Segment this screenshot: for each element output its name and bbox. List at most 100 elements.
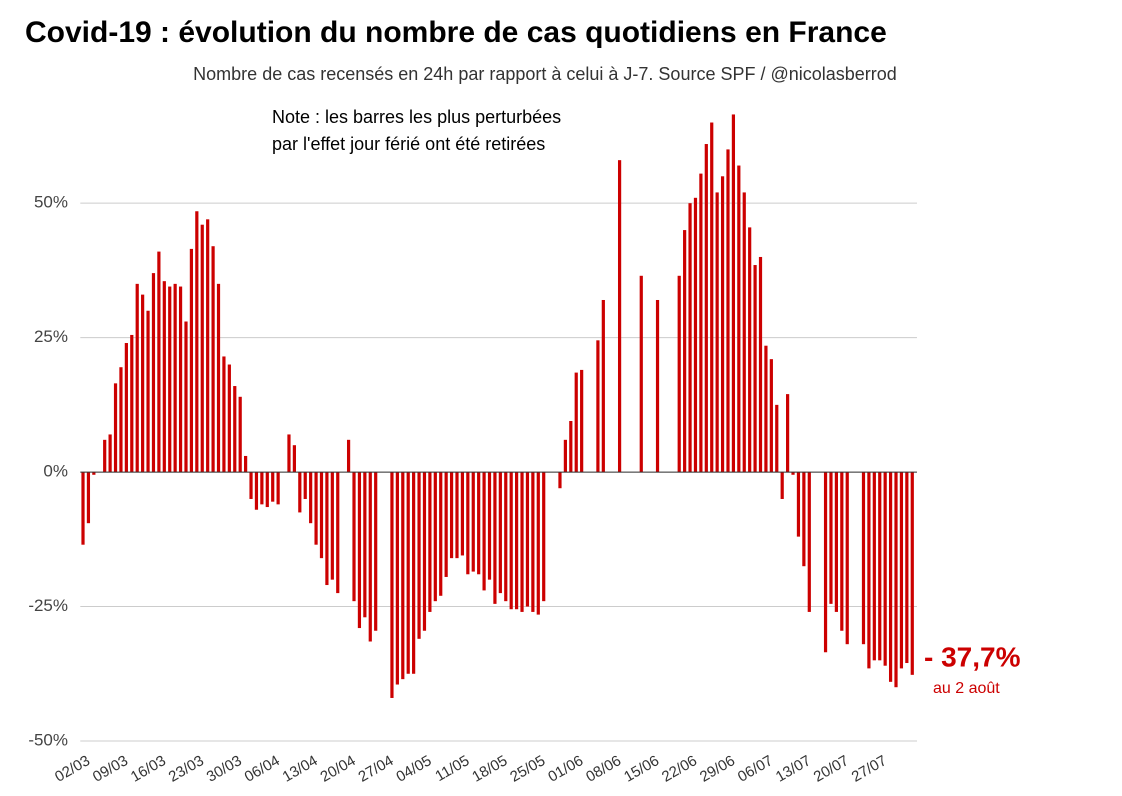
bar	[899, 472, 904, 669]
bar	[292, 445, 296, 473]
bar	[536, 472, 540, 615]
bar	[303, 472, 307, 499]
bar	[189, 248, 194, 473]
bar	[872, 472, 876, 661]
bar	[135, 283, 139, 473]
bar	[108, 434, 112, 473]
bar	[639, 275, 643, 473]
bar	[86, 472, 91, 524]
bar	[390, 472, 394, 698]
bar	[737, 165, 741, 473]
x-tick-label: 29/06	[697, 752, 738, 785]
annotation-sub: au 2 août	[933, 680, 1000, 697]
x-tick-label: 15/06	[621, 752, 662, 785]
x-tick-label: 27/04	[355, 752, 396, 785]
note: Note : les barres les plus perturbées	[272, 107, 561, 127]
x-tick-label: 01/06	[545, 752, 586, 785]
bar	[683, 230, 687, 473]
bar	[617, 160, 622, 473]
x-tick-label: 16/03	[128, 752, 169, 785]
bar	[352, 472, 356, 602]
x-tick-label: 23/03	[166, 752, 207, 785]
bar	[840, 472, 844, 631]
bar	[157, 251, 161, 473]
bar	[786, 394, 790, 473]
bar	[200, 224, 204, 473]
bar	[401, 472, 405, 680]
bar	[883, 472, 887, 666]
bar	[807, 472, 811, 612]
bar	[254, 472, 259, 510]
bar	[460, 472, 465, 556]
bar	[309, 472, 313, 524]
bar	[845, 472, 849, 645]
x-tick-label: 04/05	[393, 752, 434, 785]
x-tick-label: 27/07	[849, 752, 890, 785]
bar	[227, 364, 231, 473]
bar	[119, 367, 123, 473]
bar	[720, 176, 725, 473]
x-tick-label: 06/07	[735, 752, 776, 785]
bar	[498, 472, 502, 594]
bar	[162, 281, 166, 473]
bar	[688, 203, 692, 473]
y-tick-label: -25%	[28, 596, 68, 615]
bar	[449, 472, 454, 559]
bar	[412, 472, 416, 674]
bar	[515, 472, 519, 610]
bar	[693, 197, 698, 473]
bar	[471, 472, 475, 572]
bar	[596, 340, 600, 473]
x-tick-label: 13/04	[280, 752, 321, 785]
bar	[417, 472, 421, 639]
bar	[466, 472, 470, 575]
bar	[178, 286, 183, 473]
bar	[829, 472, 833, 604]
bar	[482, 472, 486, 591]
x-tick-label: 09/03	[90, 752, 131, 785]
bar	[146, 310, 150, 473]
bar	[151, 273, 156, 473]
bar	[834, 472, 838, 612]
bar	[233, 386, 237, 473]
bar	[823, 472, 828, 653]
bar	[525, 472, 530, 607]
bar	[753, 265, 757, 473]
x-tick-label: 25/05	[507, 752, 548, 785]
x-tick-label: 11/05	[432, 752, 472, 785]
bar	[81, 472, 85, 545]
bar	[298, 472, 302, 513]
x-tick-label: 13/07	[773, 752, 814, 785]
bar	[222, 356, 226, 473]
x-tick-label: 18/05	[469, 752, 510, 785]
y-tick-label: 0%	[43, 462, 68, 481]
bar	[504, 472, 508, 602]
bar	[249, 472, 253, 499]
x-tick-label: 06/04	[242, 752, 283, 785]
bar	[124, 343, 128, 473]
bar	[173, 283, 177, 473]
bar	[710, 122, 714, 473]
bar	[271, 472, 275, 502]
y-tick-label: 25%	[34, 327, 68, 346]
bar	[802, 472, 806, 567]
bar	[346, 439, 351, 473]
bar	[265, 472, 269, 508]
bar	[244, 455, 248, 473]
bar	[758, 256, 763, 473]
bar	[319, 472, 324, 559]
bar	[796, 472, 801, 537]
x-tick-label: 02/03	[52, 752, 93, 785]
note: par l'effet jour férié ont été retirées	[272, 134, 545, 154]
bar	[260, 472, 264, 505]
bar	[130, 334, 134, 473]
bar	[677, 275, 681, 473]
bar	[422, 472, 427, 631]
bar	[428, 472, 432, 612]
bar	[406, 472, 410, 674]
bar	[742, 192, 746, 473]
annotation: - 37,7%	[924, 641, 1021, 672]
bar	[357, 472, 362, 629]
y-tick-label: 50%	[34, 193, 68, 212]
